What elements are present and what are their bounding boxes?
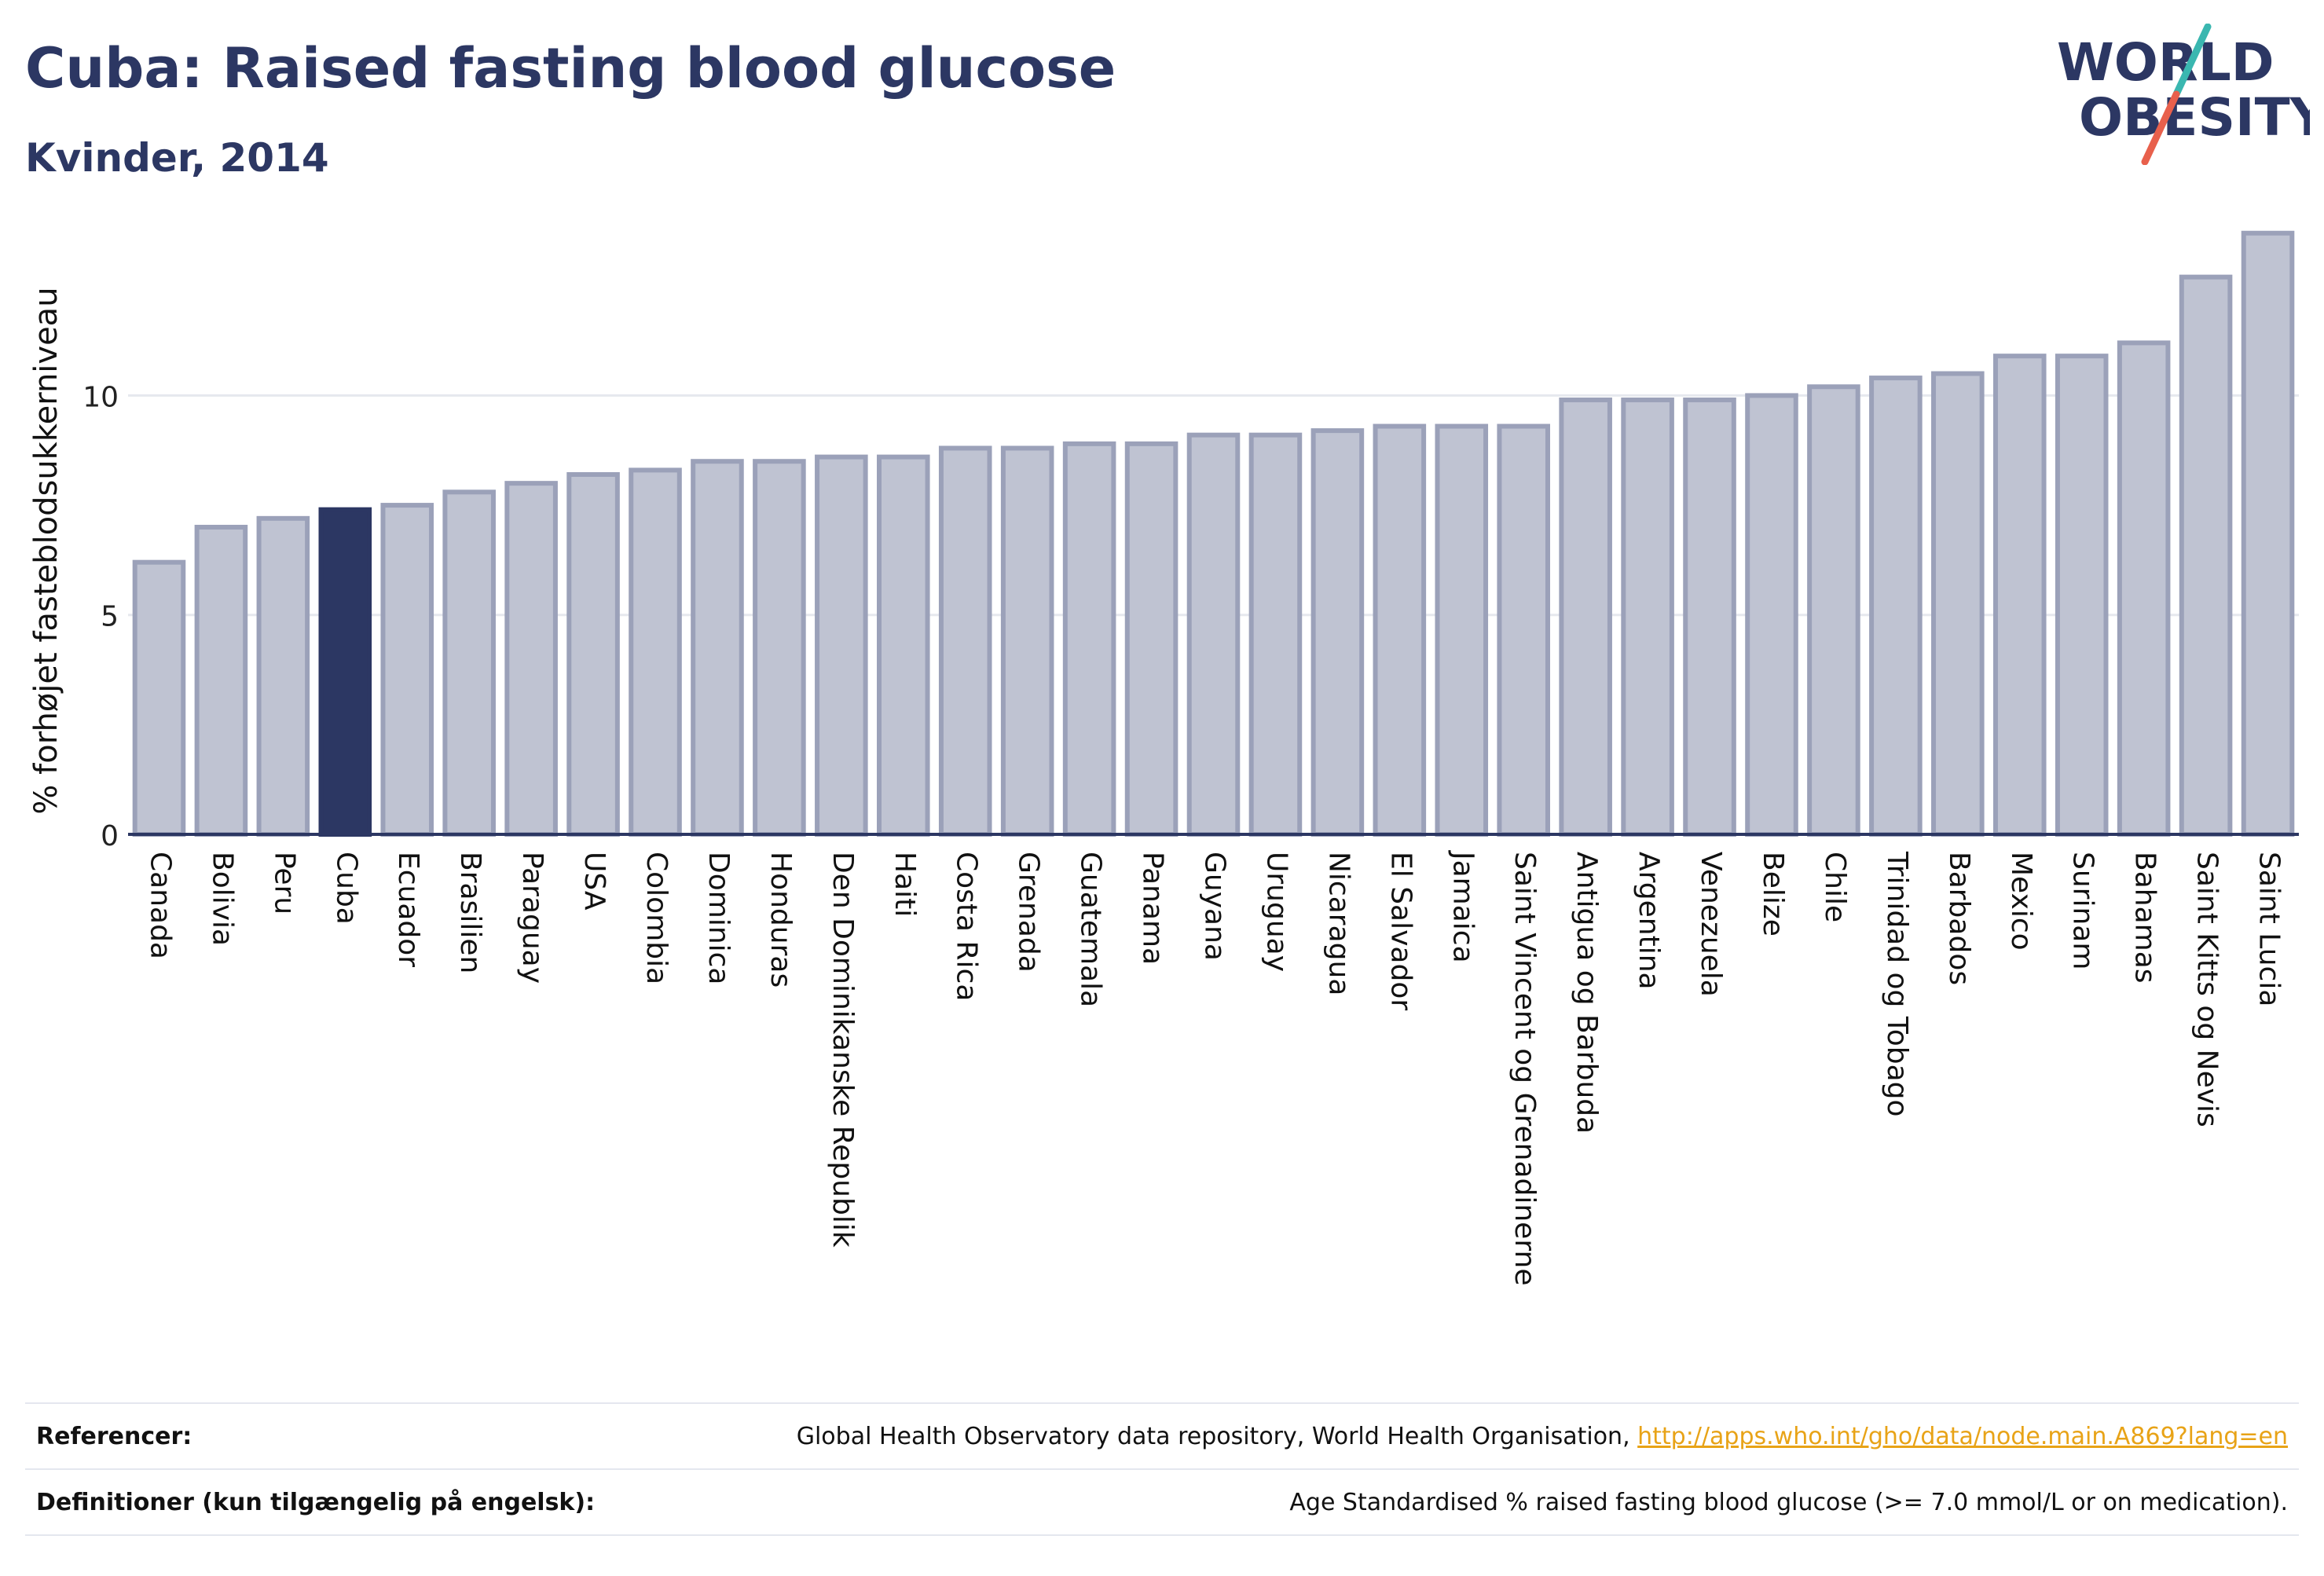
references-text: Global Health Observatory data repositor…: [796, 1423, 1638, 1450]
bar-belize: [1745, 393, 1798, 837]
x-tick-label: Trinidad og Tobago: [1881, 851, 1913, 1117]
bar-chile: [1807, 384, 1860, 837]
bar-saint-lucia: [2241, 230, 2295, 837]
bar-ecuador: [380, 503, 434, 837]
x-tick-label: Bolivia: [206, 852, 238, 946]
x-tick-label: Costa Rica: [951, 852, 983, 1001]
world-obesity-logo: WORLD OBESITY: [2057, 24, 2310, 165]
x-tick-label: Paraguay: [516, 852, 548, 984]
x-tick-label: Den Dominikanske Republik: [827, 852, 859, 1248]
references-table: Referencer: Global Health Observatory da…: [25, 1402, 2299, 1536]
bar-saint-kitts-og-nevis: [2179, 274, 2233, 837]
bar-colombia: [629, 467, 682, 837]
bar-dominica: [691, 459, 744, 837]
bar-mexico: [1992, 354, 2047, 837]
definitions-text: Age Standardised % raised fasting blood …: [1289, 1489, 2288, 1516]
x-tick-label: Colombia: [640, 852, 673, 984]
bar-el-salvador: [1373, 423, 1427, 837]
x-tick-label: Nicaragua: [1322, 852, 1354, 995]
bar-den-dominikanske-republik: [815, 454, 868, 837]
x-tick-label: Haiti: [889, 852, 921, 917]
bar-usa: [566, 471, 620, 837]
y-tick-label: 10: [82, 381, 119, 413]
labels-layer: 0 5 10 Canada Bolivia Peru Cuba Ecuador Brasilie…: [28, 287, 2286, 1285]
bar-jamaica: [1435, 423, 1489, 837]
bar-chart: 0 5 10 Canada Bolivia Peru Cuba Ecuador Brasilie…: [28, 230, 2299, 1285]
x-tick-label: Guatemala: [1075, 852, 1107, 1007]
bar-argentina: [1621, 398, 1674, 837]
x-tick-label: Honduras: [764, 852, 797, 988]
bar-surinam: [2055, 354, 2109, 837]
x-tick-label: Uruguay: [1260, 852, 1292, 972]
x-tick-label: Saint Lucia: [2253, 852, 2286, 1006]
x-tick-label: Cuba: [330, 852, 362, 925]
x-tick-label: Bahamas: [2129, 852, 2161, 984]
logo-text-obesity: OBESITY: [2079, 87, 2310, 148]
bar-antigua-og-barbuda: [1559, 398, 1612, 837]
x-tick-label: Belize: [1757, 852, 1789, 936]
logo-text-world: WORLD: [2057, 32, 2275, 93]
bar-brasilien: [442, 489, 496, 837]
x-tick-label: Barbados: [1943, 852, 1975, 985]
y-tick-label: 5: [101, 601, 119, 633]
x-tick-label: Peru: [268, 852, 300, 914]
bar-guatemala: [1062, 441, 1116, 837]
page-title: Cuba: Raised fasting blood glucose: [25, 36, 1116, 101]
x-tick-label: Canada: [144, 852, 176, 959]
x-tick-label: Dominica: [702, 852, 735, 985]
x-tick-label: El Salvador: [1384, 852, 1417, 1010]
y-tick-label: 0: [101, 820, 119, 852]
x-tick-label: Saint Vincent og Grenadinerne: [1508, 852, 1541, 1285]
logo-slash-top-icon: [2172, 24, 2212, 98]
page-subtitle: Kvinder, 2014: [25, 135, 329, 181]
logo-slash-bottom-icon: [2141, 90, 2180, 165]
bar-barbados: [1931, 371, 1985, 837]
bar-paraguay: [504, 481, 558, 837]
bar-saint-vincent-og-grenadinerne: [1497, 423, 1551, 837]
references-row: Referencer: Global Health Observatory da…: [25, 1402, 2299, 1468]
x-tick-label: Antigua og Barbuda: [1571, 852, 1603, 1134]
who-source-link[interactable]: http://apps.who.int/gho/data/node.main.A…: [1637, 1423, 2288, 1450]
bar-guyana: [1186, 432, 1241, 837]
bar-haiti: [876, 454, 930, 837]
x-tick-label: Argentina: [1633, 852, 1665, 990]
x-tick-label: Chile: [1819, 852, 1851, 922]
x-tick-label: Jamaica: [1446, 850, 1479, 963]
x-tick-label: Guyana: [1199, 852, 1231, 961]
bar-honduras: [753, 459, 806, 837]
bar-canada: [132, 559, 186, 837]
x-tick-label: Grenada: [1013, 852, 1045, 973]
bar-bolivia: [194, 525, 248, 837]
bar-panama: [1124, 441, 1178, 837]
x-tick-label: Surinam: [2067, 852, 2099, 969]
bar-venezuela: [1683, 398, 1736, 837]
bar-nicaragua: [1310, 428, 1365, 837]
bar-peru: [256, 515, 310, 837]
bar-grenada: [1000, 445, 1054, 837]
x-tick-label: Ecuador: [392, 852, 424, 967]
x-tick-label: Saint Kitts og Nevis: [2191, 852, 2223, 1127]
definitions-row: Definitioner (kun tilgængelig på engelsk…: [25, 1468, 2299, 1536]
y-axis-title: % forhøjet fasteblodsukkerniveau: [28, 287, 64, 814]
bar-costa-rica: [938, 445, 992, 837]
bar-uruguay: [1248, 432, 1303, 837]
bar-cuba: [318, 507, 372, 837]
bar-trinidad-og-tobago: [1869, 376, 1923, 837]
x-tick-label: Brasilien: [454, 852, 486, 973]
x-tick-label: Mexico: [2005, 852, 2037, 951]
references-label: Referencer:: [36, 1423, 192, 1450]
definitions-label: Definitioner (kun tilgængelig på engelsk…: [36, 1489, 596, 1516]
bar-bahamas: [2117, 340, 2171, 837]
x-tick-label: USA: [578, 852, 610, 911]
x-tick-label: Panama: [1137, 852, 1169, 965]
bars-layer: [132, 230, 2295, 837]
references-value: Global Health Observatory data repositor…: [797, 1423, 2288, 1450]
x-tick-label: Venezuela: [1695, 852, 1727, 997]
